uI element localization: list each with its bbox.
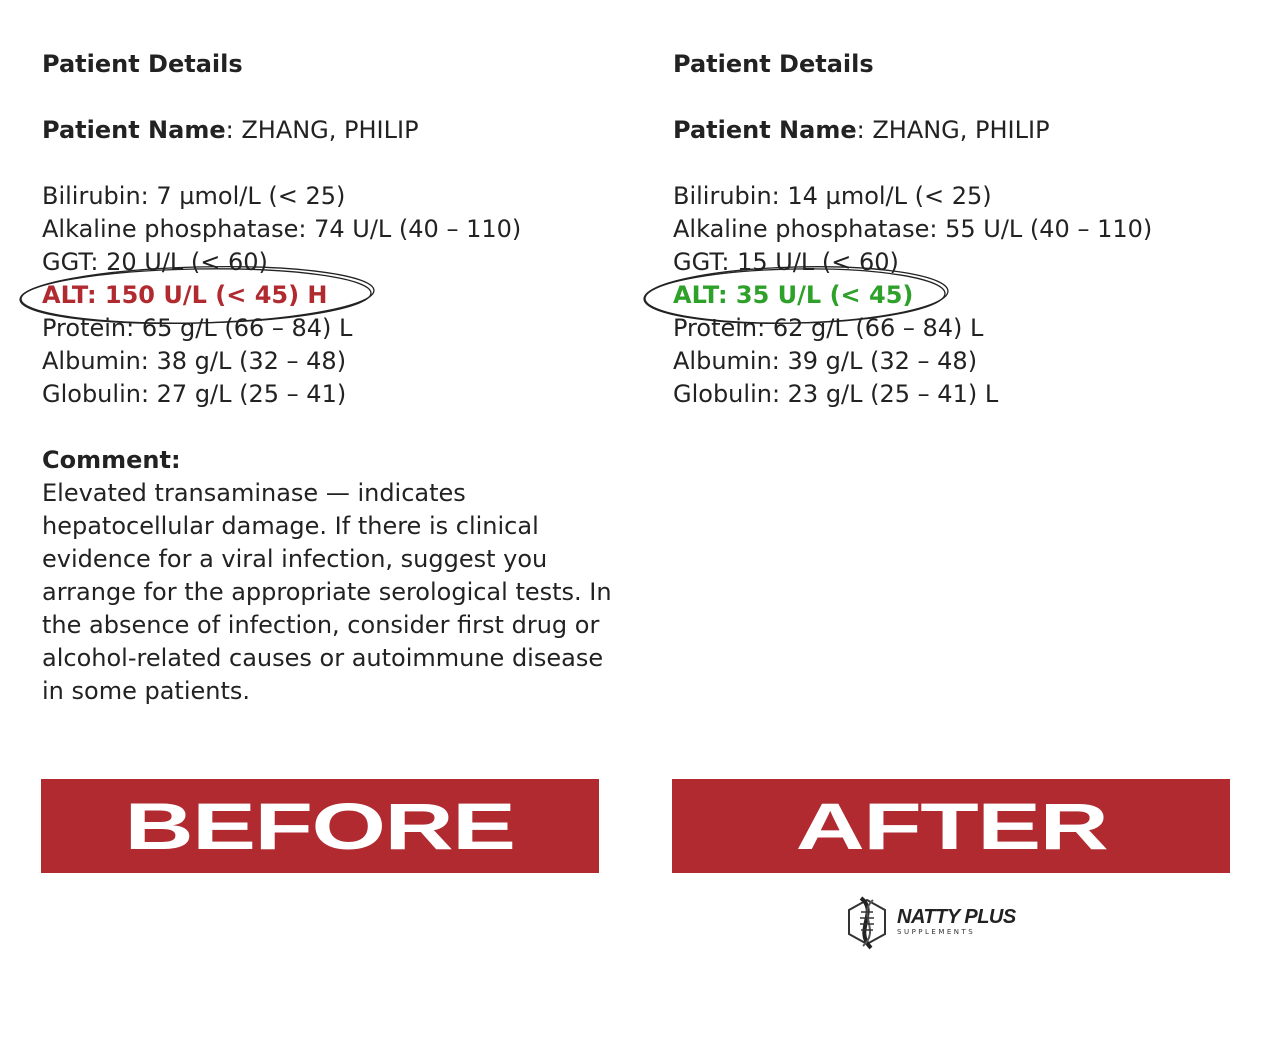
heading: Patient Details <box>42 50 243 78</box>
patient-name-label: Patient Name <box>42 116 226 144</box>
patient-name: Patient Name: ZHANG, PHILIP <box>673 114 1253 147</box>
result-ggt: GGT: 15 U/L (< 60) <box>673 248 899 276</box>
result-protein: Protein: 62 g/L (66 – 84) L <box>673 314 984 342</box>
logo-sub: SUPPLEMENTS <box>897 928 976 936</box>
result-ggt: GGT: 20 U/L (< 60) <box>42 248 268 276</box>
result-alp: Alkaline phosphatase: 55 U/L (40 – 110) <box>673 215 1153 243</box>
patient-name-label: Patient Name <box>673 116 857 144</box>
result-alp: Alkaline phosphatase: 74 U/L (40 – 110) <box>42 215 522 243</box>
after-column: Patient Details Patient Name: ZHANG, PHI… <box>673 48 1253 411</box>
patient-name: Patient Name: ZHANG, PHILIP <box>42 114 622 147</box>
result-albumin: Albumin: 39 g/L (32 – 48) <box>673 347 978 375</box>
natty-plus-logo: NATTY PLUS SUPPLEMENTS <box>845 892 1070 952</box>
result-bilirubin: Bilirubin: 7 µmol/L (< 25) <box>42 182 346 210</box>
comment-text: Elevated transaminase — indicates hepato… <box>42 479 612 705</box>
patient-name-value: : ZHANG, PHILIP <box>856 116 1050 144</box>
result-alt: ALT: 150 U/L (< 45) H <box>42 281 328 309</box>
heading: Patient Details <box>673 50 874 78</box>
logo-brand: NATTY PLUS <box>897 906 1016 928</box>
after-banner: AFTER <box>672 779 1230 873</box>
result-globulin: Globulin: 23 g/L (25 – 41) L <box>673 380 999 408</box>
before-banner: BEFORE <box>41 779 599 873</box>
before-column: Patient Details Patient Name: ZHANG, PHI… <box>42 48 622 708</box>
patient-name-value: : ZHANG, PHILIP <box>225 116 419 144</box>
result-protein: Protein: 65 g/L (66 – 84) L <box>42 314 353 342</box>
dna-hexagon-icon <box>848 896 886 950</box>
result-globulin: Globulin: 27 g/L (25 – 41) <box>42 380 347 408</box>
result-bilirubin: Bilirubin: 14 µmol/L (< 25) <box>673 182 992 210</box>
comment-label: Comment: <box>42 446 181 474</box>
result-alt: ALT: 35 U/L (< 45) <box>673 281 914 309</box>
result-albumin: Albumin: 38 g/L (32 – 48) <box>42 347 347 375</box>
